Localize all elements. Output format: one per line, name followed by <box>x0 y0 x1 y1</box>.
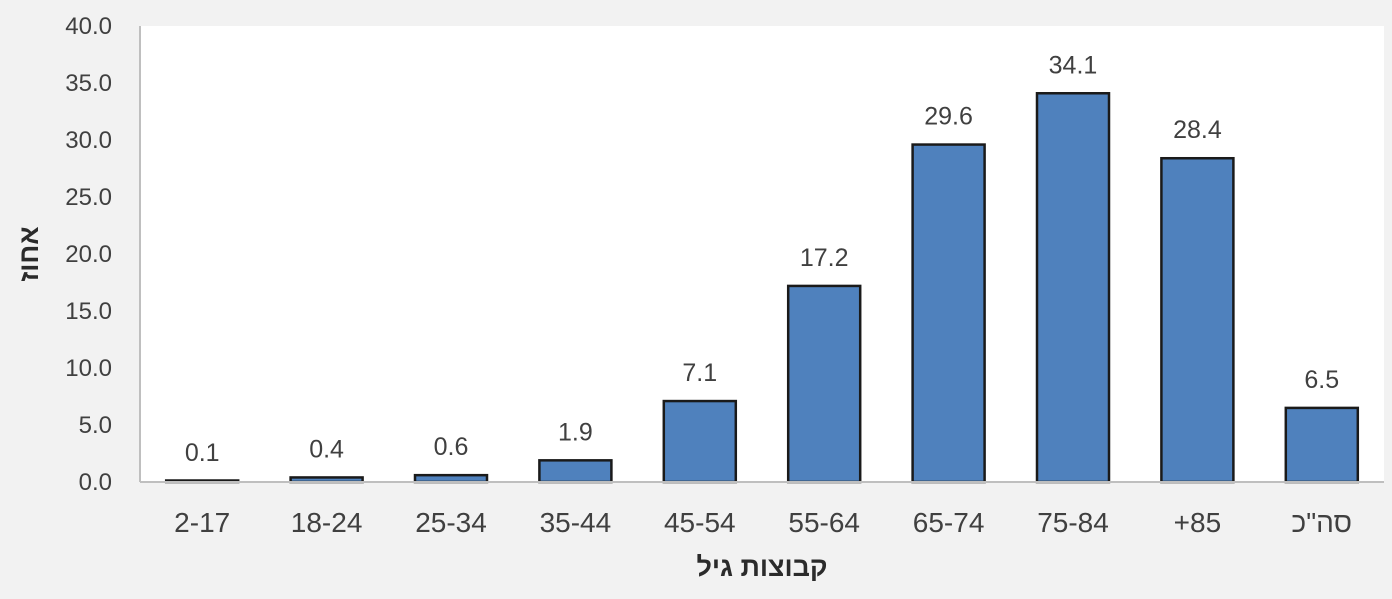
data-labels-group: 0.1 0.4 0.6 1.9 7.1 17.2 29.6 34.1 28.4 6.5 <box>185 51 1339 467</box>
x-axis-labels: 2-17 18-24 25-34 35-44 45-54 55-64 65-74 75-84 +… <box>174 507 1352 538</box>
y-tick-label: 25.0 <box>65 184 112 211</box>
y-tick-label: 10.0 <box>65 355 112 382</box>
y-tick-label: 0.0 <box>79 469 112 496</box>
data-label: 28.4 <box>1173 116 1222 144</box>
y-tick-label: 15.0 <box>65 298 112 325</box>
x-tick-label: 25-34 <box>415 507 487 538</box>
bar <box>911 143 986 484</box>
data-label: 6.5 <box>1304 366 1339 394</box>
bars-group <box>164 92 1360 484</box>
x-tick-label: 35-44 <box>540 507 612 538</box>
x-axis-title: קבוצות גיל <box>696 552 827 582</box>
data-label: 0.6 <box>434 433 469 461</box>
y-tick-label: 40.0 <box>65 13 112 40</box>
bar <box>1284 406 1360 484</box>
y-tick-label: 35.0 <box>65 70 112 97</box>
x-tick-label: 18-24 <box>291 507 363 538</box>
bar <box>662 399 738 484</box>
data-label: 17.2 <box>800 244 849 272</box>
x-tick-label: 75-84 <box>1037 507 1109 538</box>
x-tick-label: 45-54 <box>664 507 736 538</box>
bar <box>1035 92 1111 484</box>
y-tick-label: 5.0 <box>79 412 112 439</box>
bar <box>538 459 613 484</box>
y-axis-ticks: 0.0 5.0 10.0 15.0 20.0 25.0 30.0 35.0 40.0 <box>65 13 112 496</box>
data-label: 29.6 <box>924 103 973 131</box>
data-label: 0.4 <box>309 435 344 463</box>
x-tick-label: 2-17 <box>174 507 230 538</box>
y-tick-label: 20.0 <box>65 241 112 268</box>
data-label: 7.1 <box>682 359 717 387</box>
bar <box>413 473 489 484</box>
x-tick-label: 65-74 <box>913 507 985 538</box>
x-tick-label: סה"כ <box>1292 507 1352 538</box>
x-tick-label: 55-64 <box>788 507 860 538</box>
y-tick-label: 30.0 <box>65 127 112 154</box>
data-label: 0.1 <box>185 439 220 467</box>
data-label: 34.1 <box>1049 51 1098 79</box>
x-tick-label: +85 <box>1174 507 1222 538</box>
bar <box>786 284 862 484</box>
data-label: 1.9 <box>558 418 593 446</box>
bar <box>1160 156 1235 484</box>
y-axis-title: אחוז <box>14 226 44 281</box>
